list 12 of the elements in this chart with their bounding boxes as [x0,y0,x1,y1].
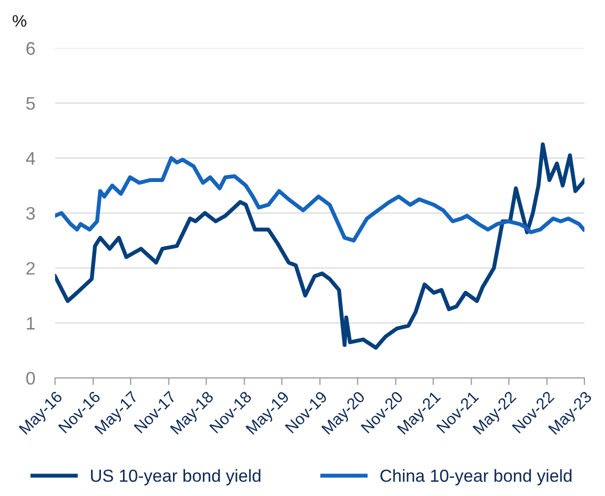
y-tick-label: 4 [26,152,36,165]
y-axis-title: % [12,15,26,27]
y-tick-label: 6 [26,42,35,55]
y-tick-label: 0 [26,372,35,385]
line-series [55,142,584,350]
y-tick-label: 5 [26,97,35,110]
legend-label: China 10-year bond yield [380,469,572,486]
y-tick-label: 3 [26,206,35,220]
legend-label: US 10-year bond yield [91,469,260,486]
line-series [55,156,584,242]
y-tick-label: 2 [26,262,35,275]
y-tick-label: 1 [26,317,35,330]
